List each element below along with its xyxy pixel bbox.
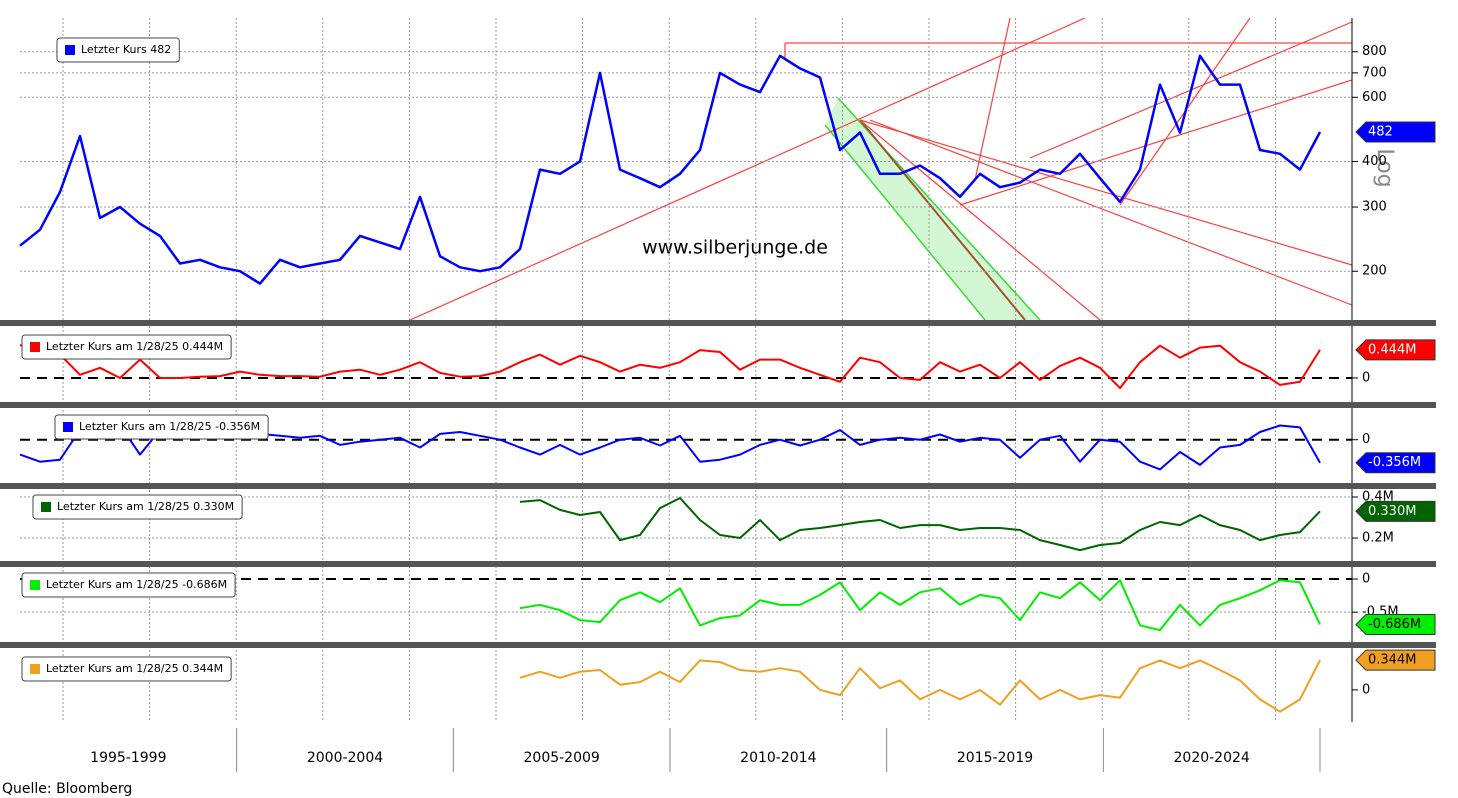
legend-box [56, 37, 180, 63]
last-value-label: -0.356M [1368, 455, 1421, 470]
last-value-label: 0.344M [1368, 653, 1416, 668]
series-line [519, 659, 1321, 713]
legend-box [54, 414, 269, 440]
x-tick-label: 2000-2004 [307, 750, 383, 766]
legend-box [21, 656, 232, 682]
legend-label: Letzter Kurs am 1/28/25 0.444M [46, 340, 223, 353]
y-tick-label: 600 [1362, 90, 1387, 105]
y-tick-label: 0 [1362, 370, 1370, 385]
x-tick-label: 2005-2009 [524, 750, 600, 766]
legend-swatch [30, 664, 40, 674]
y-tick-label: 0.4M [1362, 489, 1394, 504]
last-value-label: 0.444M [1368, 342, 1416, 357]
series-line [519, 579, 1321, 632]
panel-separator [0, 642, 1436, 648]
x-tick-label: 2010-2014 [740, 750, 816, 766]
legend-label: Letzter Kurs am 1/28/25 -0.356M [79, 420, 260, 433]
y-tick-label: 300 [1362, 200, 1387, 215]
last-value-tag [1355, 452, 1436, 474]
last-value-tag [1355, 121, 1436, 143]
y-tick-label: 400 [1362, 154, 1387, 169]
legend-box [21, 572, 236, 598]
legend-swatch [41, 502, 51, 512]
last-value-label: 482 [1368, 124, 1393, 139]
last-value-tag [1355, 613, 1436, 635]
y-tick-label: 0.2M [1362, 531, 1394, 546]
legend-label: Letzter Kurs am 1/28/25 0.344M [46, 662, 223, 675]
x-tick-label: 1995-1999 [90, 750, 166, 766]
x-tick-label: 2020-2024 [1174, 750, 1250, 766]
legend-swatch [30, 580, 40, 590]
series-line [19, 344, 1321, 390]
legend-label: Letzter Kurs am 1/28/25 0.330M [57, 500, 234, 513]
y-tick-label: 700 [1362, 65, 1387, 80]
y-tick-label: 0 [1362, 432, 1370, 447]
legend-swatch [63, 422, 73, 432]
last-value-tag [1355, 500, 1436, 522]
last-value-label: 0.330M [1368, 504, 1416, 519]
x-tick-label: 2015-2019 [957, 750, 1033, 766]
legend-swatch [65, 45, 75, 55]
legend-swatch [30, 342, 40, 352]
source: Quelle: Bloomberg [2, 781, 132, 797]
legend-box [32, 494, 243, 520]
y-tick-label: 800 [1362, 44, 1387, 59]
y-tick-label: 200 [1362, 264, 1387, 279]
y-axis-label: Log [1372, 148, 1397, 187]
panel-separator [0, 402, 1436, 408]
panel-separator [0, 483, 1436, 489]
panel-separator [0, 320, 1436, 326]
y-tick-label: 0 [1362, 572, 1370, 587]
legend-label: Letzter Kurs am 1/28/25 -0.686M [46, 578, 227, 591]
last-value-label: -0.686M [1368, 617, 1421, 632]
legend-label: Letzter Kurs 482 [81, 43, 171, 56]
series-line [19, 54, 1322, 285]
y-tick-label: 0 [1362, 682, 1370, 697]
last-value-tag [1355, 649, 1436, 671]
panel-separator [0, 561, 1436, 567]
watermark: www.silberjunge.de [642, 237, 828, 259]
legend-box [21, 334, 232, 360]
trend-lines [409, 18, 1352, 320]
last-value-tag [1355, 339, 1436, 361]
series-line [519, 497, 1321, 552]
